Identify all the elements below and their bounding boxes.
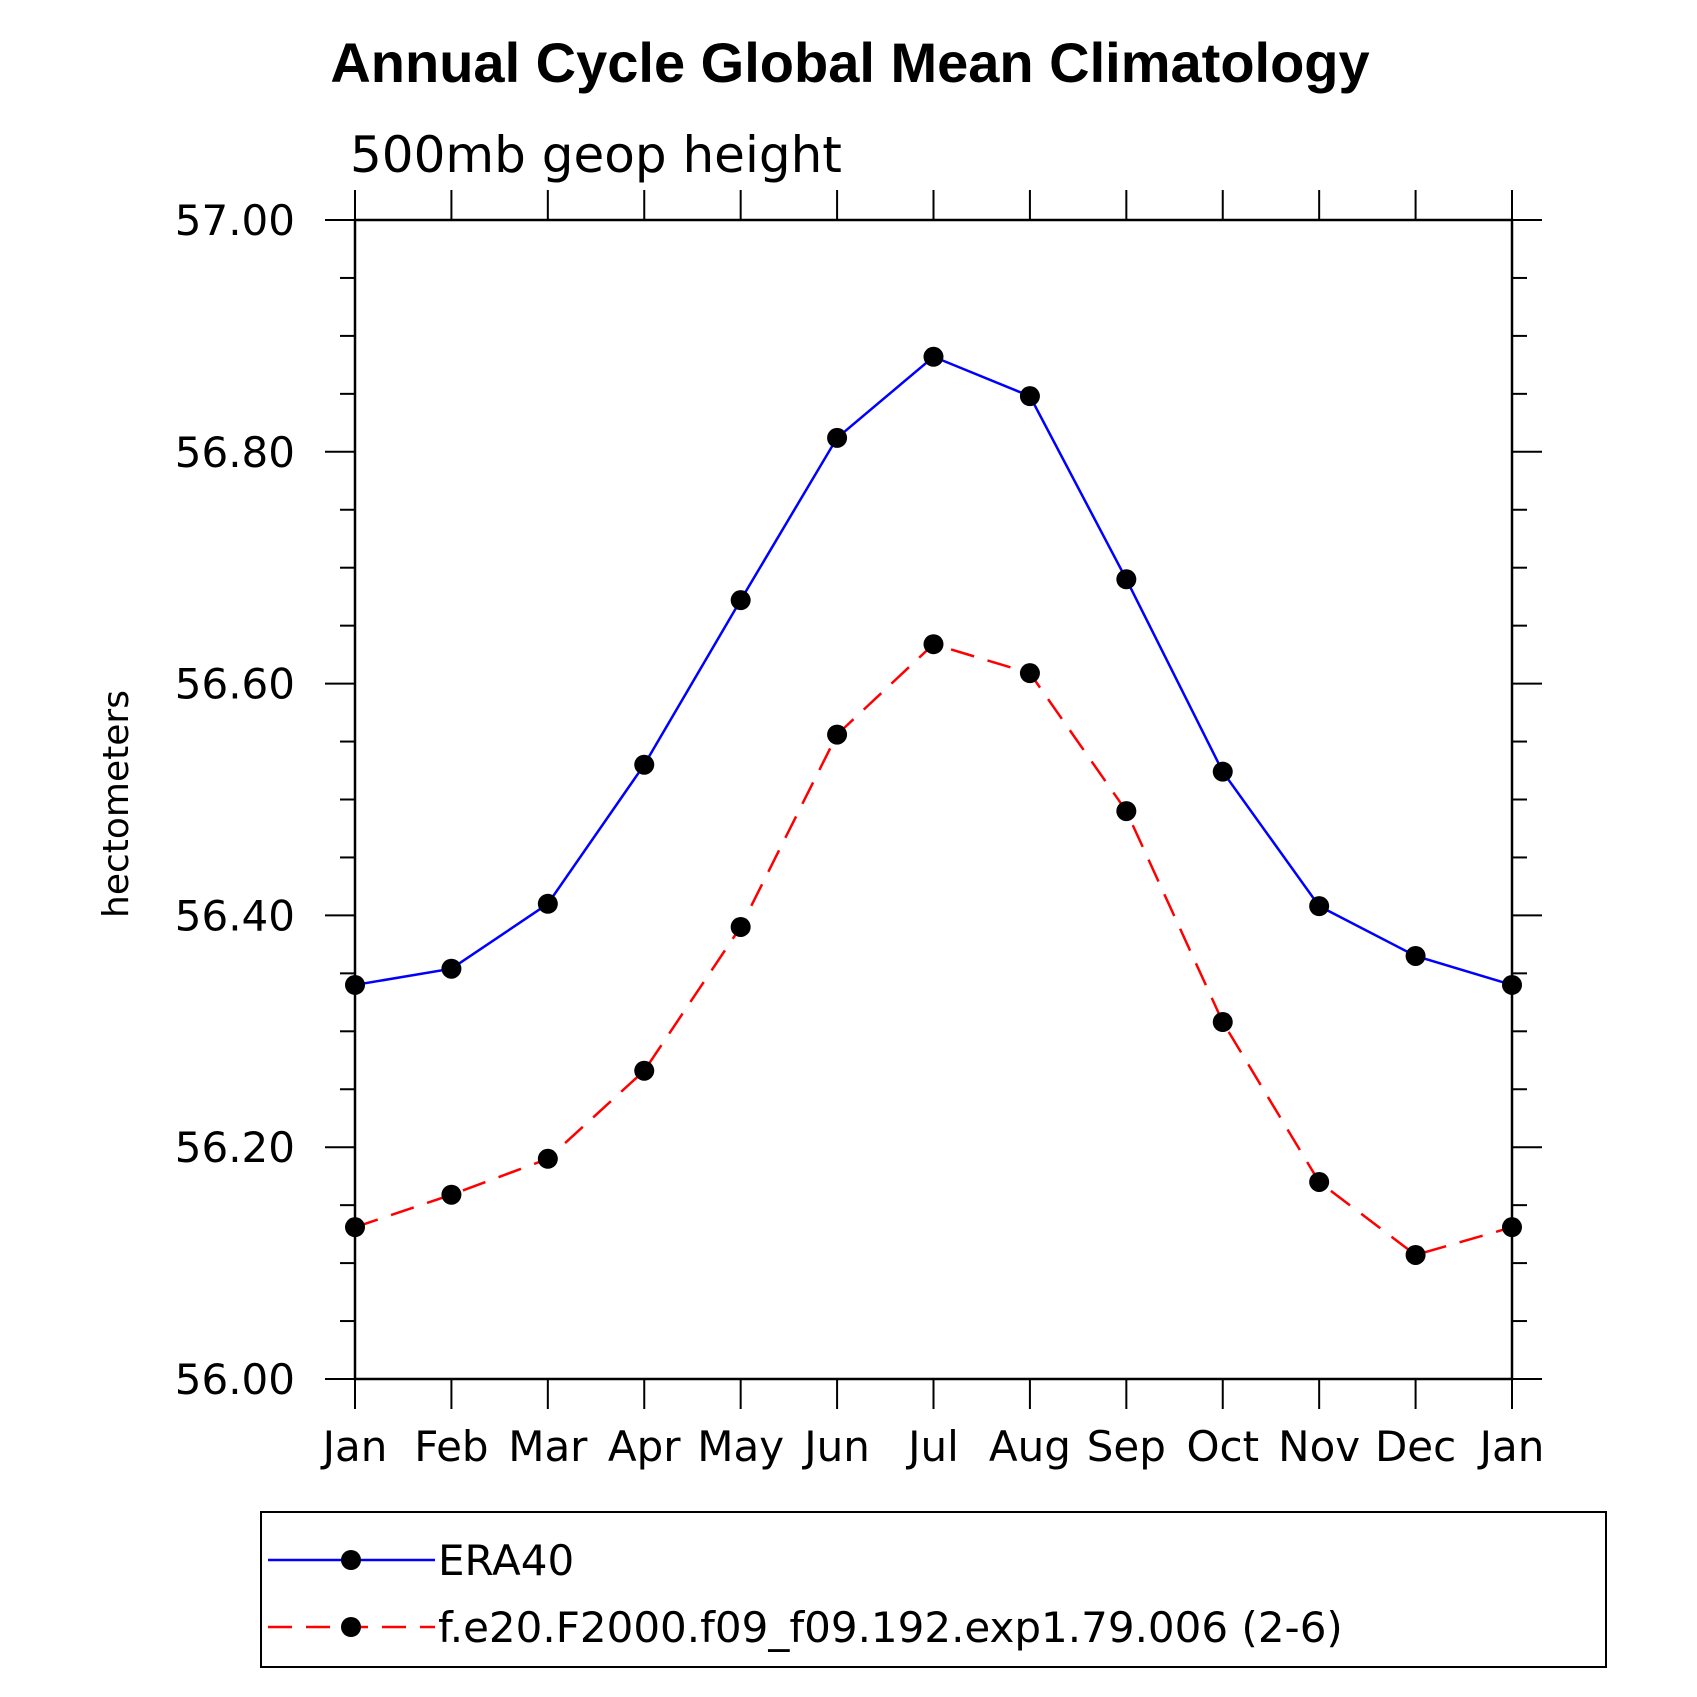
series-2-point	[1502, 1217, 1522, 1238]
x-tick-label: Feb	[414, 1422, 488, 1471]
series-1-point	[923, 346, 944, 367]
legend: ERA40 f.e20.F2000.f09_f09.192.exp1.79.006…	[260, 1511, 1607, 1668]
y-tick-label: 56.40	[175, 891, 295, 940]
series-1-point	[1309, 896, 1330, 917]
series-1-point	[730, 590, 751, 611]
series-1-point	[1116, 569, 1137, 590]
x-tick-label: Oct	[1186, 1422, 1259, 1471]
y-tick-label: 56.00	[175, 1355, 295, 1404]
series-line-2	[354, 642, 1513, 1257]
x-tick-label: Nov	[1278, 1422, 1360, 1471]
y-tick-label: 57.00	[175, 196, 295, 245]
plot-area: 56.00 56.20 56.40 56.60 56.80 57.00 Jan Feb Mar A…	[175, 190, 1545, 1471]
series-1-point	[345, 974, 365, 995]
series-line-1	[354, 355, 1513, 987]
series-1-point	[1502, 974, 1522, 995]
legend-marker-2	[341, 1617, 361, 1637]
chart-title: Annual Cycle Global Mean Climatology	[330, 31, 1369, 94]
series-2-point	[1309, 1171, 1330, 1192]
legend-label-2: f.e20.F2000.f09_f09.192.exp1.79.006 (2-6…	[438, 1603, 1343, 1652]
series-1-point	[441, 958, 462, 979]
chart-subtitle: 500mb geop height	[350, 126, 842, 184]
x-tick-label: Aug	[989, 1422, 1071, 1471]
x-tick-label: Mar	[508, 1422, 588, 1471]
series-2-point	[537, 1148, 558, 1169]
series-2-point	[634, 1060, 655, 1081]
series-2-point	[1405, 1244, 1426, 1265]
y-tick-label: 56.80	[175, 428, 295, 477]
y-tick-label: 56.20	[175, 1123, 295, 1172]
series-2-point	[345, 1217, 365, 1238]
legend-marker-1	[341, 1550, 361, 1570]
x-tick-label: May	[697, 1422, 784, 1471]
legend-label-1: ERA40	[438, 1536, 574, 1585]
series-1-point	[1212, 761, 1233, 782]
x-tick-label: Jan	[1477, 1422, 1545, 1471]
x-tick-label: Dec	[1375, 1422, 1456, 1471]
series-1-point	[1405, 945, 1426, 966]
series-2-point	[1019, 663, 1040, 684]
x-tick-label: Jun	[801, 1422, 870, 1471]
x-tick-label: Jul	[905, 1422, 959, 1471]
series-2-point	[827, 724, 848, 745]
series-1-point	[827, 427, 848, 448]
series-2-point	[1116, 801, 1137, 822]
series-2-point	[441, 1184, 462, 1205]
y-axis-label: hectometers	[96, 690, 137, 918]
legend-box	[260, 1511, 1607, 1668]
series-1-point	[537, 893, 558, 914]
y-tick-label: 56.60	[175, 660, 295, 709]
series-2-point	[1212, 1012, 1233, 1033]
series-2-point	[923, 634, 944, 655]
plot-frame	[353, 218, 1514, 1381]
x-tick-label: Jan	[320, 1422, 388, 1471]
x-tick-label: Sep	[1087, 1422, 1166, 1471]
series-1-point	[634, 754, 655, 775]
series-1-point	[1019, 386, 1040, 407]
series-2-point	[730, 916, 751, 937]
x-tick-label: Apr	[608, 1422, 681, 1471]
